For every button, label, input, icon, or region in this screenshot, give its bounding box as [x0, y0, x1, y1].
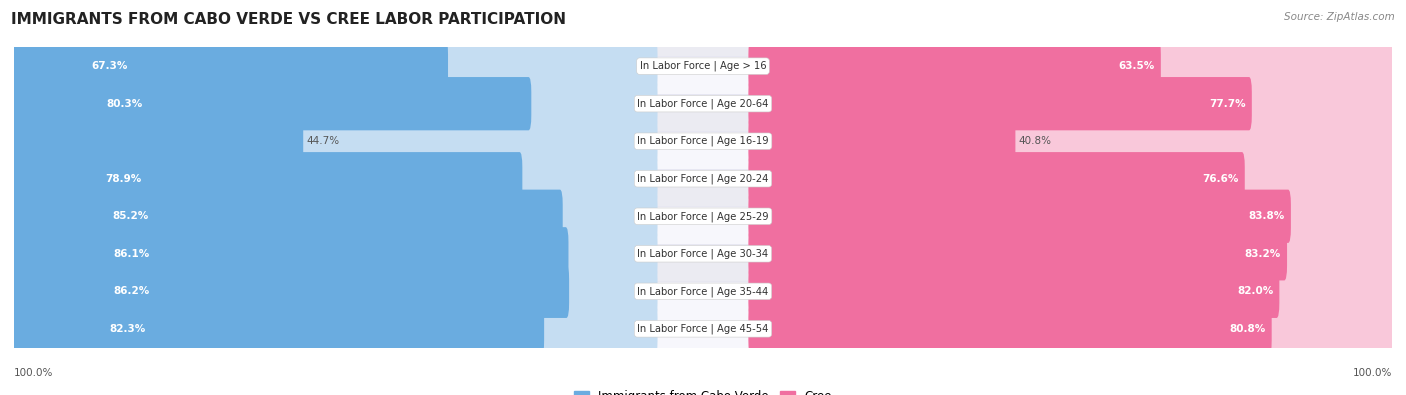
FancyBboxPatch shape	[11, 152, 523, 205]
Text: 78.9%: 78.9%	[105, 174, 142, 184]
Text: 77.7%: 77.7%	[1209, 99, 1246, 109]
FancyBboxPatch shape	[11, 227, 568, 280]
Text: 82.0%: 82.0%	[1237, 286, 1274, 296]
FancyBboxPatch shape	[748, 152, 1244, 205]
Text: In Labor Force | Age 45-54: In Labor Force | Age 45-54	[637, 324, 769, 334]
FancyBboxPatch shape	[748, 77, 1395, 130]
Text: In Labor Force | Age 35-44: In Labor Force | Age 35-44	[637, 286, 769, 297]
Text: 100.0%: 100.0%	[14, 368, 53, 378]
FancyBboxPatch shape	[13, 282, 1393, 376]
FancyBboxPatch shape	[748, 190, 1395, 243]
Text: 67.3%: 67.3%	[91, 61, 128, 71]
Text: 80.3%: 80.3%	[107, 99, 143, 109]
Text: 86.2%: 86.2%	[114, 286, 149, 296]
Text: Source: ZipAtlas.com: Source: ZipAtlas.com	[1284, 12, 1395, 22]
FancyBboxPatch shape	[13, 57, 1393, 150]
Text: 63.5%: 63.5%	[1118, 61, 1154, 71]
Legend: Immigrants from Cabo Verde, Cree: Immigrants from Cabo Verde, Cree	[569, 385, 837, 395]
Text: 85.2%: 85.2%	[112, 211, 149, 221]
FancyBboxPatch shape	[13, 169, 1393, 263]
FancyBboxPatch shape	[11, 227, 658, 280]
Text: 44.7%: 44.7%	[307, 136, 339, 146]
FancyBboxPatch shape	[748, 227, 1395, 280]
FancyBboxPatch shape	[748, 302, 1395, 356]
FancyBboxPatch shape	[11, 265, 658, 318]
FancyBboxPatch shape	[11, 40, 658, 93]
FancyBboxPatch shape	[748, 265, 1279, 318]
FancyBboxPatch shape	[748, 152, 1395, 205]
Text: 40.8%: 40.8%	[1018, 136, 1052, 146]
Text: In Labor Force | Age 20-24: In Labor Force | Age 20-24	[637, 173, 769, 184]
FancyBboxPatch shape	[11, 77, 531, 130]
FancyBboxPatch shape	[748, 40, 1161, 93]
FancyBboxPatch shape	[11, 152, 658, 205]
Text: 83.8%: 83.8%	[1249, 211, 1285, 221]
Text: 82.3%: 82.3%	[110, 324, 145, 334]
FancyBboxPatch shape	[748, 40, 1395, 93]
FancyBboxPatch shape	[11, 115, 304, 168]
FancyBboxPatch shape	[11, 115, 658, 168]
FancyBboxPatch shape	[748, 115, 1395, 168]
Text: 80.8%: 80.8%	[1229, 324, 1265, 334]
FancyBboxPatch shape	[11, 190, 658, 243]
FancyBboxPatch shape	[11, 40, 449, 93]
Text: IMMIGRANTS FROM CABO VERDE VS CREE LABOR PARTICIPATION: IMMIGRANTS FROM CABO VERDE VS CREE LABOR…	[11, 12, 567, 27]
FancyBboxPatch shape	[748, 227, 1286, 280]
Text: In Labor Force | Age 20-64: In Labor Force | Age 20-64	[637, 98, 769, 109]
FancyBboxPatch shape	[13, 132, 1393, 226]
FancyBboxPatch shape	[11, 302, 658, 356]
FancyBboxPatch shape	[11, 265, 569, 318]
FancyBboxPatch shape	[11, 190, 562, 243]
Text: 86.1%: 86.1%	[114, 249, 149, 259]
FancyBboxPatch shape	[748, 77, 1251, 130]
FancyBboxPatch shape	[13, 19, 1393, 113]
Text: In Labor Force | Age 25-29: In Labor Force | Age 25-29	[637, 211, 769, 222]
FancyBboxPatch shape	[748, 302, 1271, 356]
FancyBboxPatch shape	[13, 94, 1393, 188]
Text: In Labor Force | Age 16-19: In Labor Force | Age 16-19	[637, 136, 769, 147]
FancyBboxPatch shape	[748, 265, 1395, 318]
FancyBboxPatch shape	[11, 77, 658, 130]
FancyBboxPatch shape	[13, 207, 1393, 301]
FancyBboxPatch shape	[11, 302, 544, 356]
FancyBboxPatch shape	[13, 245, 1393, 338]
FancyBboxPatch shape	[748, 115, 1015, 168]
Text: In Labor Force | Age 30-34: In Labor Force | Age 30-34	[637, 248, 769, 259]
FancyBboxPatch shape	[748, 190, 1291, 243]
Text: 76.6%: 76.6%	[1202, 174, 1239, 184]
Text: In Labor Force | Age > 16: In Labor Force | Age > 16	[640, 61, 766, 71]
Text: 83.2%: 83.2%	[1244, 249, 1281, 259]
Text: 100.0%: 100.0%	[1353, 368, 1392, 378]
